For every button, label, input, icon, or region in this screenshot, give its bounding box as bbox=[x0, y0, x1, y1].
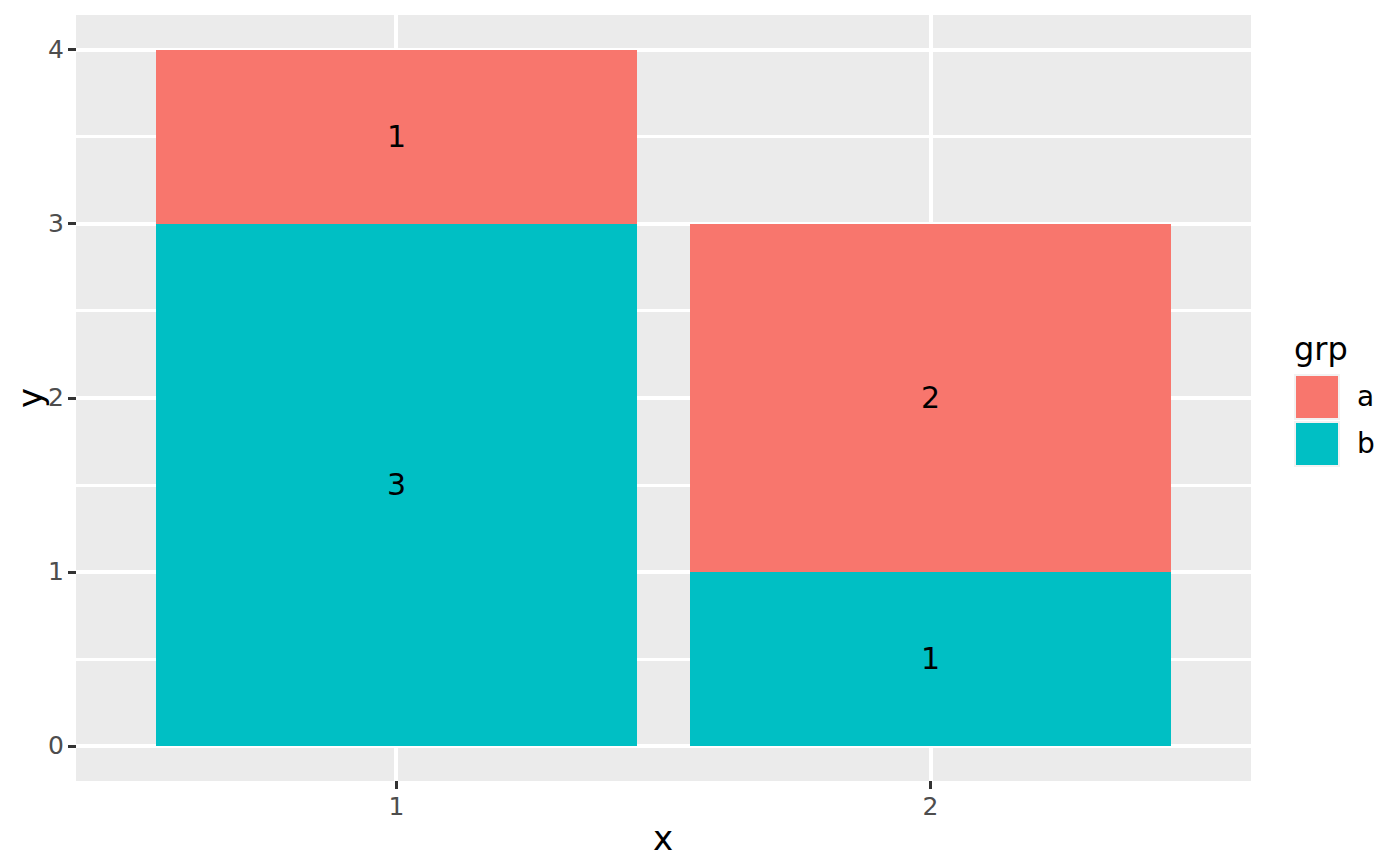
y-tick-mark bbox=[68, 745, 76, 748]
legend-entries: ab bbox=[1294, 374, 1375, 467]
bar-segment-x1-a: 1 bbox=[156, 50, 637, 224]
y-tick-label: 4 bbox=[16, 34, 64, 66]
bar-value-label: 2 bbox=[921, 383, 940, 413]
bar-value-label: 3 bbox=[387, 470, 406, 500]
legend-label: b bbox=[1357, 421, 1375, 467]
y-tick-mark bbox=[68, 222, 76, 225]
legend-title: grp bbox=[1294, 333, 1375, 365]
x-tick-label: 2 bbox=[891, 791, 971, 823]
plot-panel: 3 1 1 2 bbox=[76, 15, 1251, 781]
legend-swatch-a bbox=[1294, 374, 1340, 420]
legend-label: a bbox=[1357, 374, 1374, 420]
bar-segment-x2-a: 2 bbox=[690, 224, 1171, 572]
y-tick-mark bbox=[68, 397, 76, 400]
legend-entry-a: a bbox=[1294, 374, 1375, 420]
bar-value-label: 1 bbox=[387, 122, 406, 152]
y-tick-mark bbox=[68, 571, 76, 574]
bar-segment-x1-b: 3 bbox=[156, 224, 637, 746]
legend-swatch-b bbox=[1294, 421, 1340, 467]
bar-value-label: 1 bbox=[921, 644, 940, 674]
legend-entry-b: b bbox=[1294, 421, 1375, 467]
x-tick-mark bbox=[395, 781, 398, 789]
y-tick-mark bbox=[68, 48, 76, 51]
y-tick-label: 3 bbox=[16, 208, 64, 240]
stacked-bar-chart-figure: 3112 y x grp ab 0123412 bbox=[0, 0, 1400, 866]
x-tick-label: 1 bbox=[356, 791, 436, 823]
y-tick-label: 0 bbox=[16, 730, 64, 762]
bar-segment-x2-b: 1 bbox=[690, 572, 1171, 746]
y-tick-label: 1 bbox=[16, 556, 64, 588]
x-axis-title: x bbox=[653, 821, 673, 855]
legend: grp ab bbox=[1294, 333, 1375, 468]
x-tick-mark bbox=[929, 781, 932, 789]
y-tick-label: 2 bbox=[16, 382, 64, 414]
